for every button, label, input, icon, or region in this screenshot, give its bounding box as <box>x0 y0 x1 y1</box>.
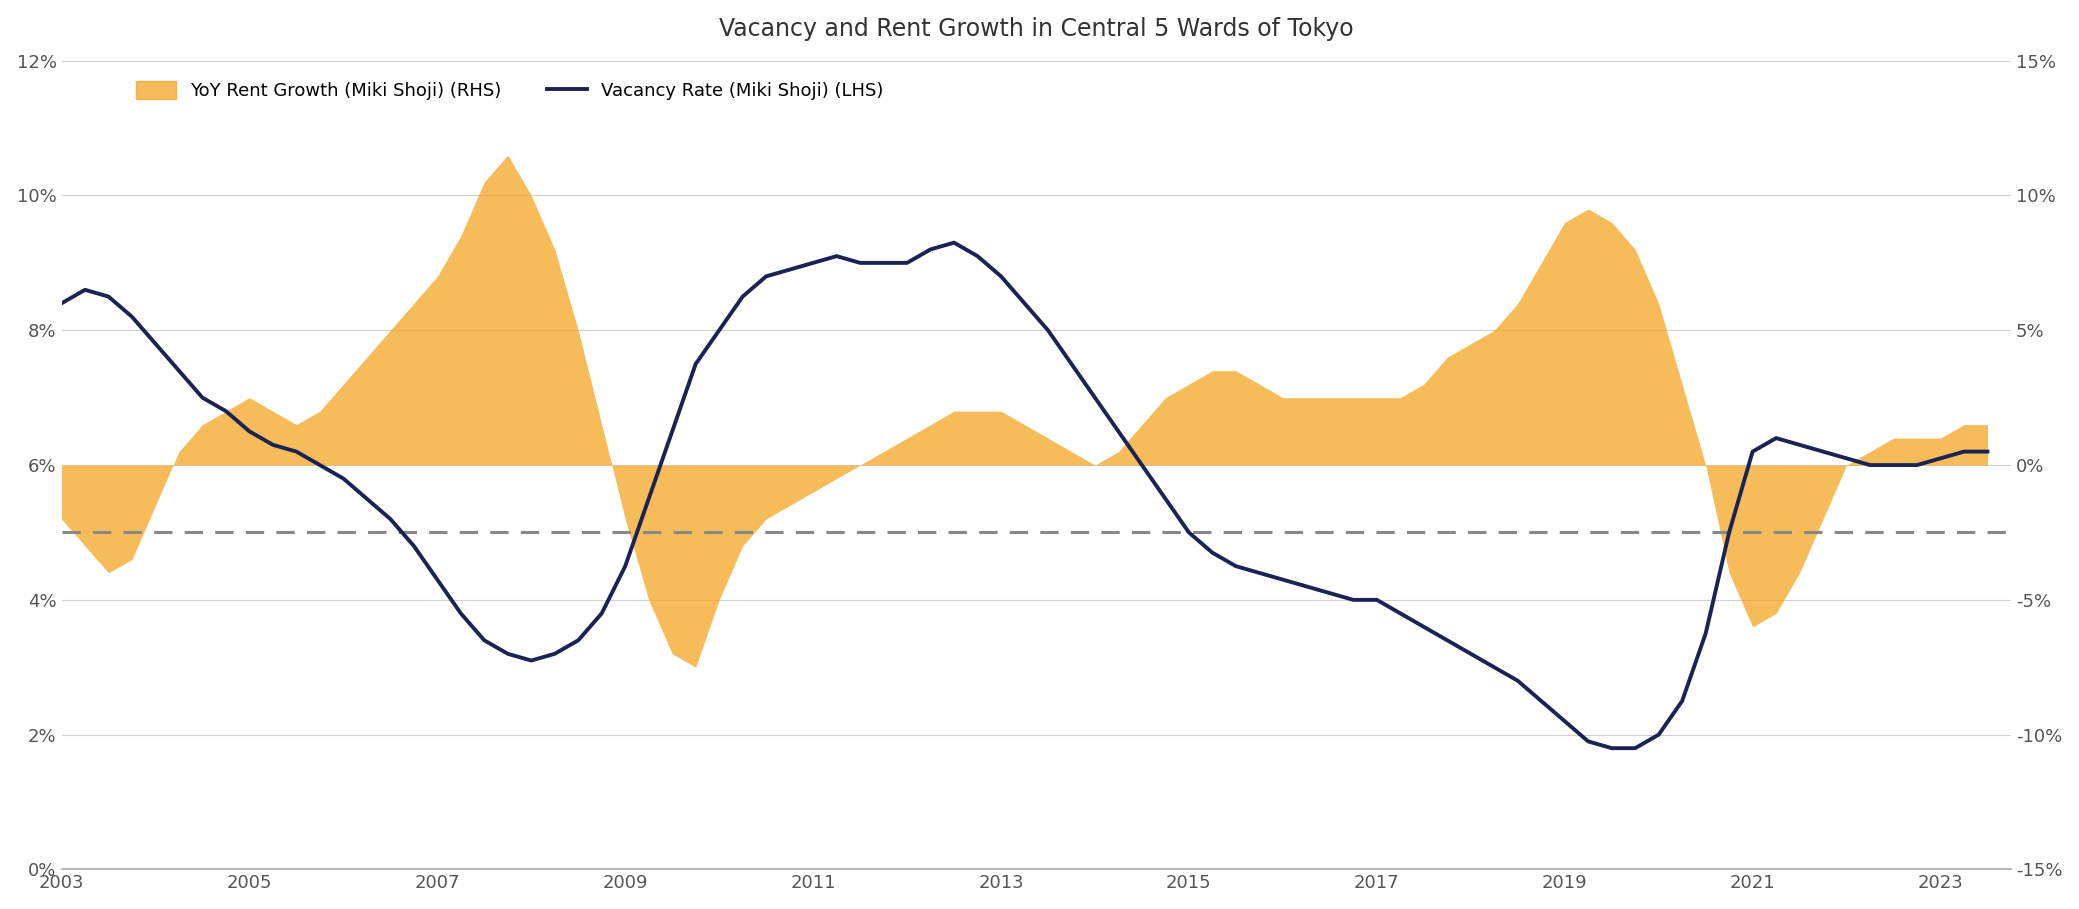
Legend: YoY Rent Growth (Miki Shoji) (RHS), Vacancy Rate (Miki Shoji) (LHS): YoY Rent Growth (Miki Shoji) (RHS), Vaca… <box>129 74 890 107</box>
Title: Vacancy and Rent Growth in Central 5 Wards of Tokyo: Vacancy and Rent Growth in Central 5 War… <box>719 16 1353 41</box>
